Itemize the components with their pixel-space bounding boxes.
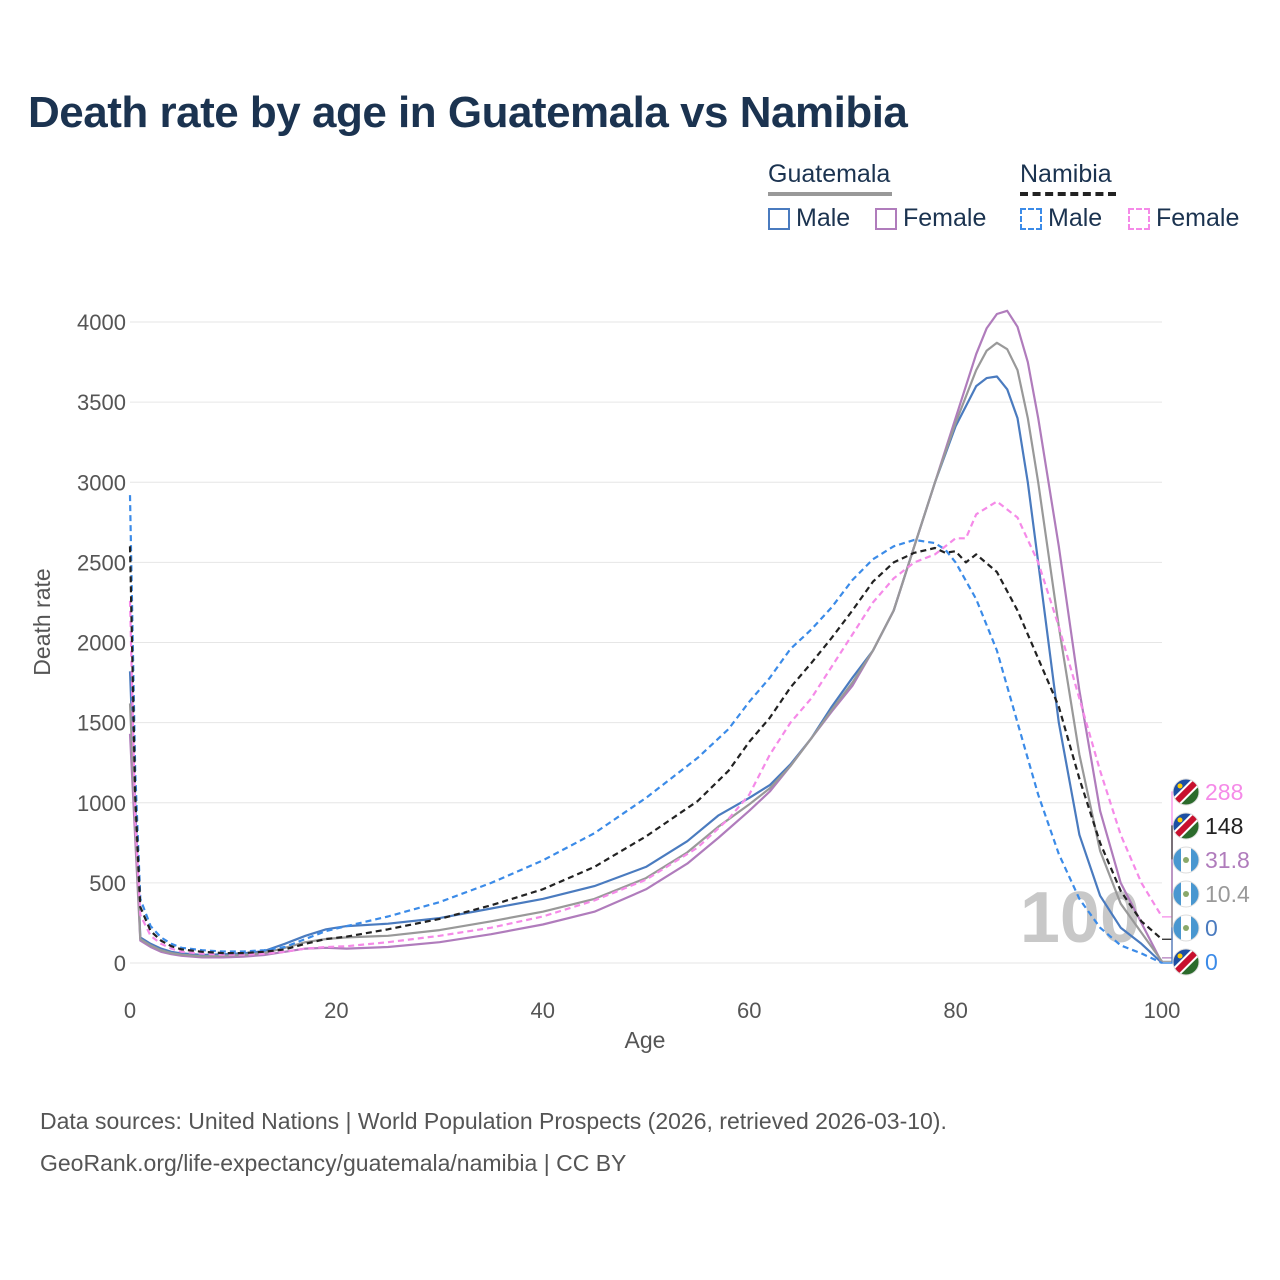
y-tick-label: 3500 [77, 390, 126, 415]
legend-item-guatemala-female[interactable]: Female [875, 204, 986, 233]
end-label-value: 288 [1205, 779, 1243, 805]
namibia-flag-icon [1172, 812, 1200, 840]
legend-swatch [1128, 207, 1150, 230]
series-line-guatemala-male[interactable] [128, 375, 1163, 964]
legend-group-label: Guatemala [768, 160, 891, 188]
x-tick-label: 80 [943, 998, 967, 1023]
chart-title: Death rate by age in Guatemala vs Namibi… [28, 88, 908, 137]
legend-item-label: Female [1156, 204, 1240, 232]
legend-swatch [1020, 207, 1042, 230]
y-axis-ticks: 0 500 1000 1500 2000 2500 3000 3500 4000 [77, 310, 126, 976]
x-tick-label: 60 [737, 998, 761, 1023]
footer-sources: Data sources: United Nations | World Pop… [40, 1108, 947, 1134]
legend-group-underline [1020, 192, 1116, 196]
legend-swatch [875, 207, 897, 230]
namibia-flag-icon [1172, 778, 1200, 806]
legend-item-label: Male [796, 204, 851, 232]
legend-item-label: Male [1048, 204, 1103, 232]
legend-item-namibia-male[interactable]: Male [1020, 204, 1102, 233]
grid [130, 321, 1162, 964]
x-tick-label: 20 [324, 998, 348, 1023]
end-label-value: 10.4 [1205, 881, 1250, 907]
series-lines [128, 309, 1163, 964]
legend-group-underline [768, 192, 892, 196]
end-label-value: 0 [1205, 915, 1218, 941]
end-label-connector [1162, 859, 1176, 959]
legend-group-label: Namibia [1020, 160, 1112, 188]
series-line-namibia-both[interactable] [128, 546, 1163, 955]
namibia-flag-icon [1172, 948, 1200, 976]
end-label: 31.8 [1162, 846, 1250, 959]
x-tick-label: 100 [1144, 998, 1181, 1023]
y-tick-label: 0 [114, 951, 126, 976]
legend-item-namibia-female[interactable]: Female [1128, 204, 1239, 233]
y-tick-label: 3000 [77, 470, 126, 495]
x-tick-label: 0 [124, 998, 136, 1023]
series-line-guatemala-female[interactable] [128, 309, 1163, 964]
end-label-value: 0 [1205, 949, 1218, 975]
x-tick-label: 40 [531, 998, 555, 1023]
end-label: 0 [1162, 914, 1218, 964]
y-tick-label: 1000 [77, 791, 126, 816]
y-axis-label: Death rate [29, 568, 55, 675]
x-axis-label: Age [625, 1027, 666, 1053]
y-tick-label: 1500 [77, 711, 126, 736]
series-line-namibia-female[interactable] [128, 500, 1163, 956]
legend-swatch [768, 207, 790, 230]
y-tick-label: 500 [89, 871, 126, 896]
end-label: 10.4 [1162, 880, 1250, 962]
series-line-guatemala-both[interactable] [128, 341, 1163, 963]
y-tick-label: 2000 [77, 631, 126, 656]
end-label: 148 [1162, 812, 1243, 940]
guatemala-flag-icon [1172, 880, 1200, 908]
guatemala-flag-icon [1172, 846, 1200, 874]
end-label: 0 [1162, 948, 1218, 976]
end-label-value: 31.8 [1205, 847, 1250, 873]
guatemala-flag-icon [1172, 914, 1200, 942]
footer-link[interactable]: GeoRank.org/life-expectancy/guatemala/na… [40, 1150, 627, 1176]
end-labels: 288 148 31.8 10.4 0 0 [1162, 778, 1250, 976]
legend-item-label: Female [903, 204, 987, 232]
year-watermark: 100 [1020, 878, 1140, 958]
y-tick-label: 4000 [77, 310, 126, 335]
end-label-value: 148 [1205, 813, 1243, 839]
legend-item-guatemala-male[interactable]: Male [768, 204, 850, 233]
x-axis-ticks: 0 20 40 60 80 100 [124, 998, 1180, 1023]
y-tick-label: 2500 [77, 550, 126, 575]
series-line-namibia-male[interactable] [128, 495, 1163, 964]
